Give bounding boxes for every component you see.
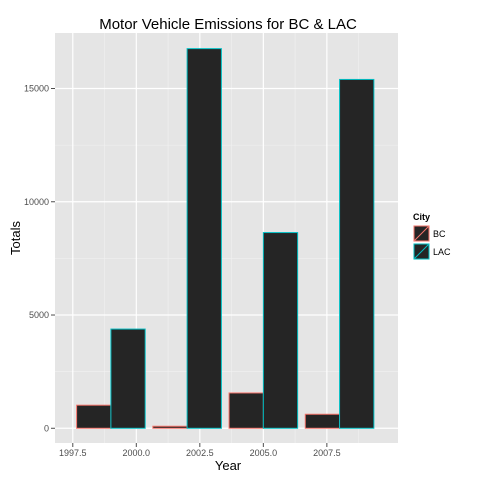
legend-label-lac: LAC: [433, 247, 451, 257]
legend-key-slash: [413, 243, 430, 260]
bar-lac-2008: [339, 78, 375, 429]
x-tick-label: 2005.0: [250, 448, 278, 458]
y-tick-label: 10000: [24, 197, 49, 207]
legend-title: City: [413, 212, 430, 222]
legend-item-bc: BC: [412, 224, 446, 243]
y-axis: 0 5000 10000 15000: [24, 83, 55, 433]
x-axis-label: Year: [215, 458, 242, 473]
x-tick-label: 1997.5: [59, 448, 87, 458]
y-tick-label: 0: [44, 423, 49, 433]
x-tick-label: 2000.0: [123, 448, 151, 458]
x-tick-label: 2007.5: [313, 448, 341, 458]
bar-lac-2002: [186, 48, 222, 429]
x-tick-label: 2002.5: [186, 448, 214, 458]
bar-bc-2005: [228, 392, 264, 429]
y-tick-label: 15000: [24, 83, 49, 93]
legend-label-bc: BC: [433, 229, 446, 239]
chart-title: Motor Vehicle Emissions for BC & LAC: [99, 16, 357, 33]
legend-item-lac: LAC: [412, 242, 451, 261]
legend-key-slash: [413, 225, 430, 242]
bar-lac-1999: [110, 328, 146, 429]
y-axis-label: Totals: [8, 221, 23, 255]
bar-bc-1999: [76, 404, 112, 429]
y-tick-label: 5000: [29, 310, 49, 320]
bar-bc-2008: [304, 413, 341, 429]
legend: City BC LAC: [412, 212, 451, 261]
bar-lac-2005: [262, 232, 299, 429]
x-axis: 1997.5 2000.0 2002.5 2005.0 2007.5: [59, 443, 341, 458]
bars: [76, 48, 375, 429]
bar-bc-2002: [152, 425, 188, 429]
